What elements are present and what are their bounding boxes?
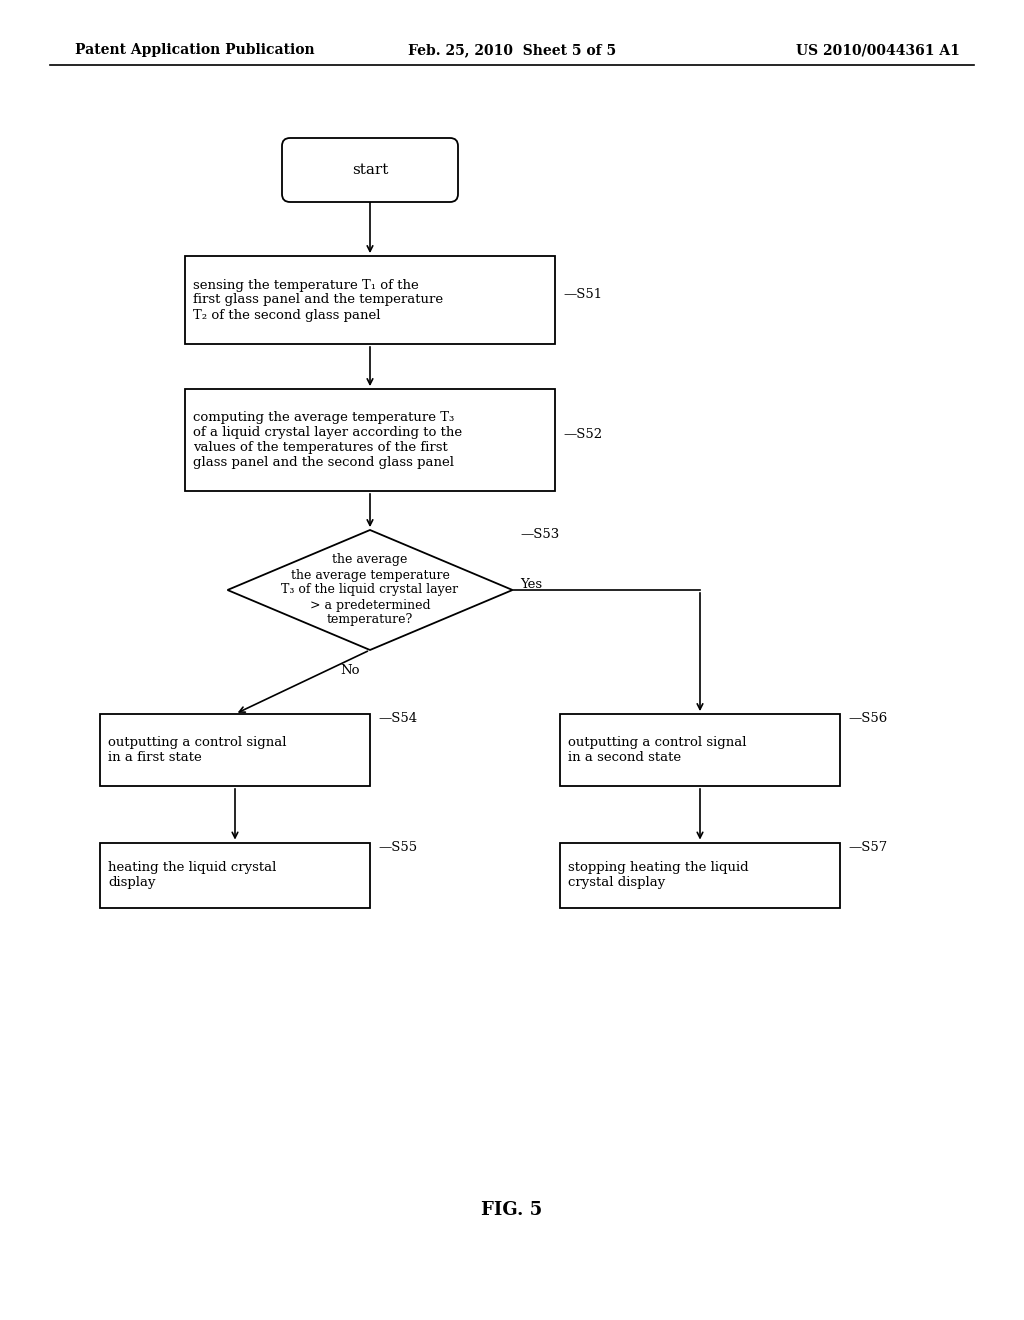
Text: No: No bbox=[340, 664, 359, 676]
Text: —S55: —S55 bbox=[378, 841, 417, 854]
Bar bbox=[185, 389, 555, 491]
Text: heating the liquid crystal
display: heating the liquid crystal display bbox=[108, 861, 276, 888]
Text: outputting a control signal
in a first state: outputting a control signal in a first s… bbox=[108, 737, 287, 764]
Bar bbox=[560, 842, 840, 908]
Text: —S54: —S54 bbox=[378, 713, 417, 726]
FancyBboxPatch shape bbox=[282, 139, 458, 202]
Text: computing the average temperature T₃
of a liquid crystal layer according to the
: computing the average temperature T₃ of … bbox=[193, 411, 462, 469]
Text: Feb. 25, 2010  Sheet 5 of 5: Feb. 25, 2010 Sheet 5 of 5 bbox=[408, 44, 616, 57]
Text: —S57: —S57 bbox=[848, 841, 887, 854]
Text: Patent Application Publication: Patent Application Publication bbox=[75, 44, 314, 57]
Polygon shape bbox=[227, 531, 512, 649]
Bar bbox=[185, 256, 555, 345]
Bar bbox=[100, 842, 370, 908]
Text: start: start bbox=[352, 162, 388, 177]
Text: —S53: —S53 bbox=[520, 528, 560, 541]
Text: outputting a control signal
in a second state: outputting a control signal in a second … bbox=[568, 737, 746, 764]
Text: stopping heating the liquid
crystal display: stopping heating the liquid crystal disp… bbox=[568, 861, 749, 888]
Text: Yes: Yes bbox=[520, 578, 543, 591]
Bar bbox=[560, 714, 840, 785]
Text: —S51: —S51 bbox=[563, 289, 602, 301]
Text: FIG. 5: FIG. 5 bbox=[481, 1201, 543, 1218]
Text: sensing the temperature T₁ of the
first glass panel and the temperature
T₂ of th: sensing the temperature T₁ of the first … bbox=[193, 279, 443, 322]
Bar bbox=[100, 714, 370, 785]
Text: —S56: —S56 bbox=[848, 713, 887, 726]
Text: —S52: —S52 bbox=[563, 429, 602, 441]
Text: US 2010/0044361 A1: US 2010/0044361 A1 bbox=[796, 44, 961, 57]
Text: the average
the average temperature
T₃ of the liquid crystal layer
> a predeterm: the average the average temperature T₃ o… bbox=[282, 553, 459, 627]
